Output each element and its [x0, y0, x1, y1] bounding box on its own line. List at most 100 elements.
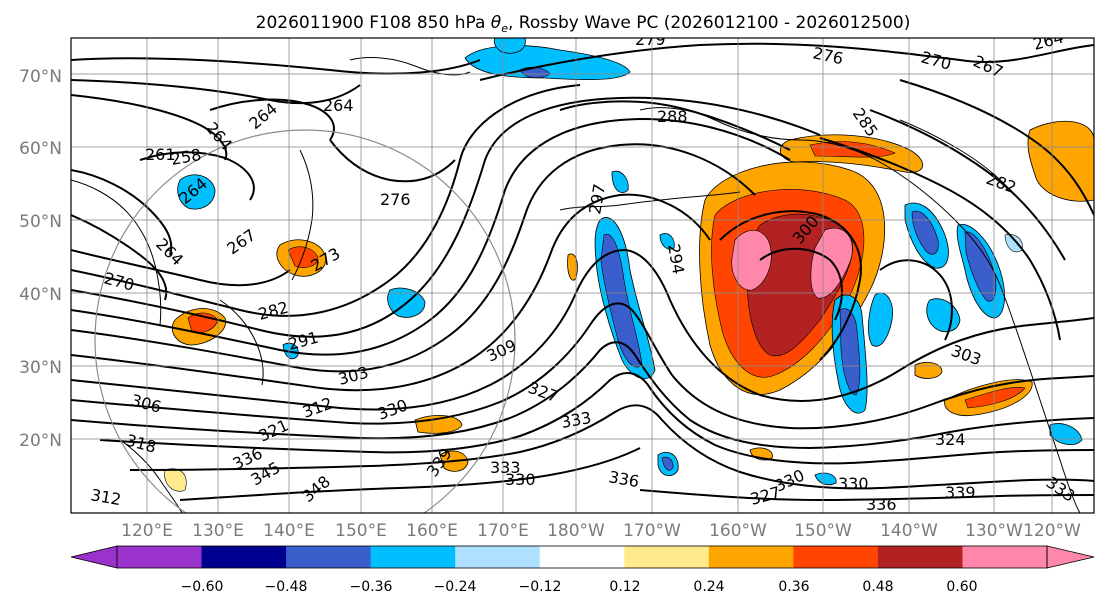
- contour-line: [719, 210, 862, 361]
- positive-anomaly-blob: [731, 230, 772, 291]
- colorbar-tick-label: 0.24: [693, 579, 724, 595]
- contour-line: [71, 214, 168, 301]
- negative-anomaly-blob: [911, 210, 939, 255]
- contour-line: [71, 248, 1094, 411]
- gridlines: [71, 38, 1094, 513]
- lat-label-70n: 70°N: [19, 67, 62, 87]
- longitude-labels: 120°E 130°E 140°E 150°E 160°E 170°E 180°…: [121, 521, 1081, 541]
- contour-line: [71, 341, 1094, 450]
- contour-line: [879, 259, 953, 341]
- lon-label: 170°W: [623, 521, 681, 541]
- contour-line: [899, 79, 1094, 216]
- contour-label: 276: [380, 190, 411, 209]
- contour-line: [179, 447, 641, 501]
- contour-line: [71, 118, 791, 356]
- negative-anomaly-blob: [177, 174, 216, 210]
- contour-line: [71, 193, 711, 392]
- colorbar-segment: [286, 546, 372, 568]
- negative-anomaly-blob: [611, 170, 629, 193]
- colorbar-segment: [793, 546, 879, 568]
- coastline-path: [71, 179, 162, 326]
- negative-anomaly-blob: [964, 231, 997, 302]
- lon-label: 160°W: [709, 521, 767, 541]
- lon-label: 170°E: [477, 521, 529, 541]
- negative-anomaly-blob: [868, 292, 893, 347]
- contour-line: [479, 42, 1094, 81]
- lon-label: 130°W: [965, 521, 1023, 541]
- lon-label: 120°W: [1023, 521, 1081, 541]
- contour-line: [329, 139, 456, 183]
- colorbar-tick-label: −0.36: [350, 579, 393, 595]
- contour-label: 336: [866, 495, 897, 514]
- positive-anomaly-blob: [964, 387, 1026, 409]
- negative-anomaly-blob: [659, 233, 675, 250]
- positive-anomaly-blob: [287, 246, 319, 268]
- contour-line: [71, 169, 173, 256]
- contour-label: 339: [945, 483, 976, 502]
- contour-label: 264: [323, 96, 354, 115]
- contour-line: [99, 372, 1094, 465]
- theta-e-contours: [71, 42, 1094, 502]
- colorbar-extend-max: [1046, 545, 1095, 569]
- colorbar-segment: [708, 546, 794, 568]
- contour-line: [639, 489, 1094, 502]
- colorbar-tick-label: −0.24: [434, 579, 477, 595]
- colorbar-tick-label: −0.12: [519, 579, 562, 595]
- negative-anomaly-blob: [839, 308, 861, 396]
- map-frame: [70, 37, 1095, 514]
- colorbar-tick-label: −0.60: [181, 579, 224, 595]
- positive-anomaly-blob: [1027, 120, 1094, 202]
- contour-line: [129, 404, 1094, 490]
- lon-label: 120°E: [121, 521, 173, 541]
- contour-line: [71, 249, 291, 287]
- colorbar-tick-label: 0.60: [946, 579, 977, 595]
- negative-anomaly-blob: [814, 472, 837, 486]
- colorbar-tick-labels: −0.60 −0.48 −0.36 −0.24 −0.12 0.12 0.24 …: [181, 579, 978, 595]
- lat-label-40n: 40°N: [19, 285, 62, 305]
- colorbar-segment: [370, 546, 456, 568]
- coastline-path: [119, 439, 183, 513]
- negative-anomaly-blob: [661, 456, 674, 471]
- contour-line: [71, 84, 581, 317]
- contour-line: [71, 96, 821, 338]
- lon-label: 150°E: [335, 521, 387, 541]
- coastline-path: [899, 119, 1016, 196]
- contour-label: 330: [505, 470, 536, 489]
- map-background: [71, 38, 1094, 513]
- lat-label-50n: 50°N: [19, 212, 62, 232]
- colorbar-segment: [539, 546, 625, 568]
- contour-line: [71, 57, 481, 75]
- colorbar-extend-min: [70, 545, 118, 569]
- positive-anomaly-blob: [914, 361, 943, 379]
- map-panel: 279 276 270 267 264 288 285 282 264 264 …: [70, 30, 1095, 514]
- lon-label: 140°E: [263, 521, 315, 541]
- contour-line: [869, 109, 1066, 261]
- contour-label: 324: [935, 430, 966, 449]
- contour-label: 288: [657, 107, 688, 126]
- colorbar-segment: [877, 546, 963, 568]
- contour-label: 279: [635, 30, 666, 49]
- lon-label: 180°W: [547, 521, 605, 541]
- colorbar-segment: [624, 546, 710, 568]
- colorbar-segment: [201, 546, 287, 568]
- lon-label: 140°W: [880, 521, 938, 541]
- contour-line: [139, 151, 255, 201]
- contour-line: [71, 79, 361, 105]
- lat-label-20n: 20°N: [19, 431, 62, 451]
- contour-line: [71, 143, 756, 373]
- colorbar: [70, 545, 1095, 569]
- contour-label: 261: [145, 145, 176, 164]
- colorbar-segment: [117, 546, 203, 568]
- projection-outline: [94, 129, 516, 513]
- colorbar-segment: [455, 546, 541, 568]
- contour-label: 330: [838, 474, 869, 493]
- colorbar-tick-label: 0.48: [862, 579, 893, 595]
- lon-label: 130°E: [192, 521, 244, 541]
- figure-title: 2026011900 F108 850 hPa θe, Rossby Wave …: [256, 13, 911, 35]
- contour-line: [759, 247, 843, 321]
- contour-label: 333: [490, 458, 521, 477]
- colorbar-segment: [962, 546, 1048, 568]
- negative-anomaly-blob: [493, 38, 526, 54]
